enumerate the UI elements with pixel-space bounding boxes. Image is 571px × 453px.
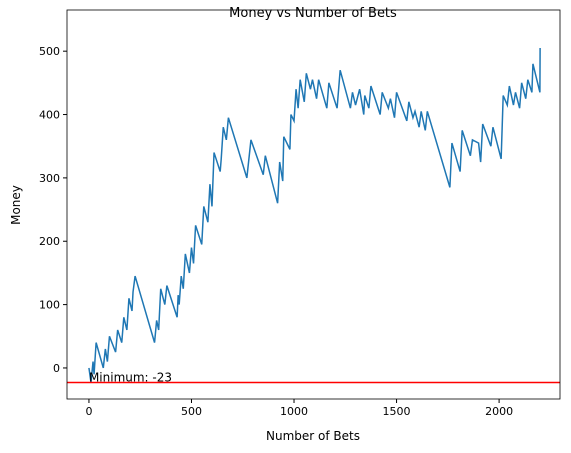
y-axis-label: Money — [9, 185, 23, 225]
y-tick-label: 400 — [39, 109, 60, 122]
x-tick-label: 1500 — [383, 405, 411, 418]
y-tick-label: 200 — [39, 235, 60, 248]
y-tick-label: 100 — [39, 299, 60, 312]
plot-frame — [66, 9, 561, 400]
x-tick-label: 0 — [85, 405, 92, 418]
x-tick-label: 500 — [181, 405, 202, 418]
x-axis-label: Number of Bets — [266, 429, 360, 443]
x-tick-label: 2000 — [485, 405, 513, 418]
x-tick-label: 1000 — [280, 405, 308, 418]
y-tick-label: 300 — [39, 172, 60, 185]
annotation: Minimum: -23 — [89, 371, 172, 385]
y-tick-label: 0 — [53, 362, 60, 375]
data-line — [88, 48, 541, 383]
y-tick-label: 500 — [39, 45, 60, 58]
chart-title: Money vs Number of Bets — [229, 6, 397, 21]
